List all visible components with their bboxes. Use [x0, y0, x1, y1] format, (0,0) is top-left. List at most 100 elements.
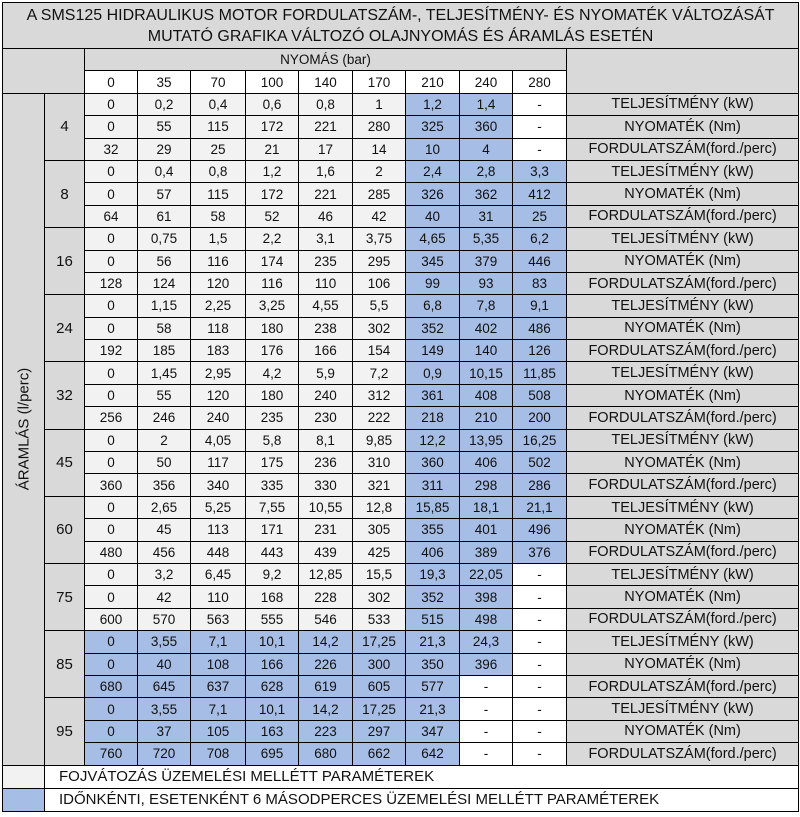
data-cell: 2,25	[190, 294, 246, 318]
data-cell: 56	[137, 249, 191, 273]
data-cell: 108	[190, 652, 246, 676]
data-cell: 21,3	[405, 630, 460, 654]
data-cell: 246	[137, 406, 191, 430]
data-cell: 1,6	[298, 159, 353, 184]
data-cell: 628	[245, 674, 299, 699]
data-cell: 115	[190, 115, 246, 139]
data-cell: 46	[298, 204, 353, 229]
data-cell: 21,3	[405, 697, 460, 721]
data-cell: 298	[459, 473, 513, 497]
data-cell: 356	[137, 473, 191, 497]
data-cell: 546	[298, 607, 353, 632]
data-cell: 662	[352, 742, 406, 766]
data-cell: 325	[405, 115, 460, 139]
data-cell: 0	[84, 92, 138, 117]
data-cell: 5,9	[298, 361, 353, 385]
table-row: 95 0 3,55 7,1 10,1 14,2 17,25 21,3- - TELJESÍTMÉN…	[3, 697, 800, 766]
pressure-value-140: 140	[298, 70, 353, 94]
flow-value-4: 4	[44, 92, 85, 161]
data-cell: 398	[459, 585, 513, 609]
data-cell: 24,3	[459, 630, 513, 654]
data-cell: 1,45	[137, 361, 191, 385]
pressure-header: NYOMÁS (bar)	[84, 47, 567, 72]
data-cell: 0,8	[190, 159, 246, 184]
data-cell: 2,65	[137, 495, 191, 520]
data-cell: 117	[190, 451, 246, 475]
table-row: 8 0 0,4 0,8 1,2 1,6 2 2,4 2,8 3,3 TELJESÍTMÉNY (kW…	[3, 159, 800, 229]
flow-value-45: 45	[44, 428, 85, 497]
data-cell: 37	[137, 719, 191, 744]
data-cell: 2	[352, 159, 406, 184]
table-row: 600 570 563 555 546 533 515 498- FORDULATSZÁM(fo…	[3, 607, 800, 632]
data-cell: 0	[84, 585, 138, 609]
table-row: 60 0 2,65 5,25 7,55 10,55 12,8 15,85 18,1 21,1 TEL…	[3, 495, 800, 564]
data-cell: 496	[512, 518, 567, 542]
pressure-values-row: 0 35 70 100 140 170 210 240 280	[3, 70, 799, 94]
data-cell: 106	[352, 271, 406, 296]
data-cell: 401	[459, 518, 513, 542]
flow-value-85: 85	[44, 630, 85, 699]
data-cell: 0,2	[137, 92, 191, 117]
data-cell: 0	[84, 227, 138, 251]
table-row: 0 55 120 180 240 312 361 408 508 NYOMATÉK (Nm)	[3, 383, 800, 408]
table-row: 45 0 2 4,05 5,8 8,1 9,85 12,2 13,95 16,25 TELJESÍT…	[3, 428, 800, 497]
data-cell: -	[512, 137, 567, 161]
data-cell: 221	[298, 115, 353, 139]
row-label: FORDULATSZÁM(ford./perc)	[565, 540, 800, 564]
data-cell: 172	[245, 182, 299, 206]
data-cell: -	[512, 674, 567, 699]
data-cell: 10	[405, 137, 460, 161]
flow-value-16: 16	[44, 227, 85, 296]
data-cell: 0	[84, 451, 138, 475]
data-cell: 12,8	[352, 495, 406, 520]
legend-text-continuous: FOJVÁTOZÁS ÜZEMELÉSI MELLÉTT PARAMÉTEREK	[43, 764, 800, 789]
data-cell: 210	[459, 406, 513, 430]
data-cell: 183	[190, 339, 246, 363]
data-cell: 15,5	[352, 562, 406, 587]
row-label: TELJESÍTMÉNY (kW)	[565, 294, 800, 318]
data-cell: 311	[405, 473, 460, 497]
data-cell: 240	[190, 406, 246, 430]
table-row: 24 0 1,15 2,25 3,25 4,55 5,5 6,8 7,8 9,1 TELJESÍTM…	[3, 294, 800, 363]
data-cell: 340	[190, 473, 246, 497]
data-cell: 128	[84, 271, 138, 296]
data-cell: 0,6	[245, 92, 299, 117]
data-cell: 0,4	[190, 92, 246, 117]
data-cell: 55	[137, 115, 191, 139]
data-cell: 185	[137, 339, 191, 363]
row-label: NYOMATÉK (Nm)	[565, 182, 800, 206]
legend-row: IDŐNKÉNTI, ESETENKÉNT 6 MÁSODPERCES ÜZEM…	[2, 787, 800, 812]
table-row: 16 0 0,75 1,5 2,2 3,1 3,75 4,65 5,35 6,2 TELJESÍTM…	[3, 227, 800, 296]
data-cell: 240	[298, 383, 353, 408]
table-row: 75 0 3,2 6,45 9,2 12,85 15,5 19,3 22,05- TELJESÍT…	[3, 562, 800, 632]
data-cell: 126	[512, 339, 567, 363]
data-cell: -	[512, 719, 567, 744]
data-cell: 231	[298, 518, 353, 542]
table-row: 360 356 340 335 330 321 311 298 286 FORDULATSZÁM(…	[3, 473, 800, 497]
data-cell: 7,8	[459, 294, 513, 318]
data-cell: 9,1	[512, 294, 567, 318]
data-cell: 29	[137, 137, 191, 161]
data-cell: 330	[298, 473, 353, 497]
data-cell: 0	[84, 182, 138, 206]
data-cell: 708	[190, 742, 246, 766]
row-label: TELJESÍTMÉNY (kW)	[565, 495, 800, 520]
title-line-2: MUTATÓ GRAFIKA VÁLTOZÓ OLAJNYOMÁS ÉS ÁRA…	[147, 27, 654, 45]
row-label: TELJESÍTMÉNY (kW)	[565, 630, 800, 654]
data-cell: 7,2	[352, 361, 406, 385]
data-cell: 480	[84, 540, 138, 564]
data-cell: 760	[84, 742, 138, 766]
data-cell: 515	[405, 607, 460, 632]
data-cell: 425	[352, 540, 406, 564]
data-cell: 347	[405, 719, 460, 744]
data-cell: -	[512, 607, 567, 632]
row-label: FORDULATSZÁM(ford./perc)	[565, 406, 800, 430]
data-cell: 99	[405, 271, 460, 296]
data-cell: 376	[512, 540, 567, 564]
data-cell: 0	[84, 719, 138, 744]
table-row: 256 246 240 235 230 222 218 210 200 FORDULATSZÁM(…	[3, 406, 800, 430]
data-cell: 175	[245, 451, 299, 475]
data-cell: 305	[352, 518, 406, 542]
data-cell: 619	[298, 674, 353, 699]
data-cell: 297	[352, 719, 406, 744]
